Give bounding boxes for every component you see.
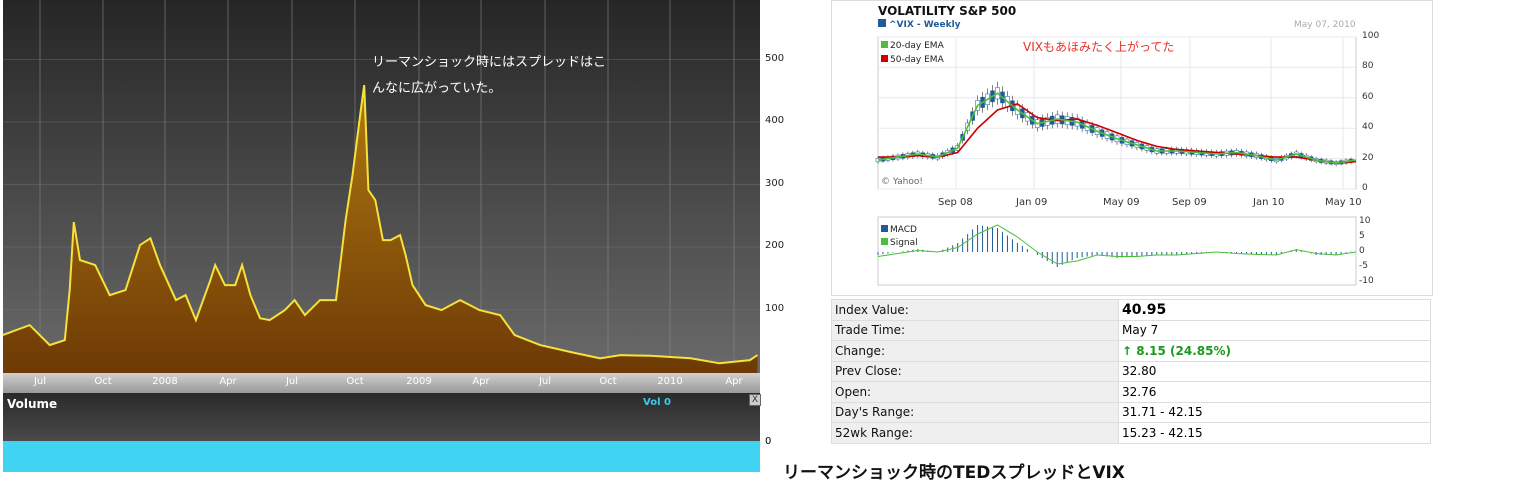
y-tick-label: 300	[765, 177, 785, 189]
x-tick-label: Jul	[33, 376, 47, 387]
macd-y-tick-label: 5	[1359, 231, 1365, 241]
ema-line-1	[878, 103, 1357, 165]
arrow-up-icon: ↑	[1122, 343, 1137, 358]
macd-y-tick-label: -5	[1359, 261, 1368, 271]
quote-row: Day's Range: 31.71 - 42.15	[831, 401, 1431, 423]
y-tick-label: 500	[765, 52, 785, 64]
x-tick-label: Oct	[346, 376, 364, 387]
quote-label: Trade Time:	[831, 319, 1119, 341]
quote-value: 32.76	[1118, 381, 1431, 403]
macd-y-tick-label: -10	[1359, 276, 1374, 286]
x-tick-label: Oct	[94, 376, 112, 387]
vix-subtitle: ^VIX - Weekly	[878, 19, 961, 30]
y-tick-label: 20	[1362, 152, 1374, 163]
caption: リーマンショック時のTEDスプレッドとVIX	[783, 463, 1125, 483]
volume-panel: Volume Vol 0 X	[3, 393, 761, 441]
y-tick-label: 60	[1362, 91, 1374, 102]
x-tick-label: May 09	[1103, 197, 1140, 208]
x-tick-label: 2010	[657, 376, 683, 387]
quote-row: Index Value: 40.95	[831, 299, 1431, 321]
volume-y-tick: 0	[765, 436, 772, 447]
x-tick-label: Jul	[538, 376, 552, 387]
quote-value: 15.23 - 42.15	[1118, 422, 1431, 444]
x-axis-bar	[3, 373, 760, 393]
y-tick-label: 400	[765, 115, 785, 126]
quote-label: Day's Range:	[831, 401, 1119, 423]
volume-value: Vol 0	[643, 397, 671, 408]
vix-date: May 07, 2010	[1294, 20, 1356, 30]
quote-value: ↑ 8.15 (24.85%)	[1118, 340, 1431, 362]
ted-line	[2, 84, 759, 365]
x-tick-label: Jul	[285, 376, 299, 387]
y-tick-label: 200	[765, 240, 785, 251]
quote-row: Change: ↑ 8.15 (24.85%)	[831, 340, 1431, 362]
quote-value: May 7	[1118, 319, 1431, 341]
x-tick-label: Sep 08	[938, 197, 973, 208]
quote-value-text: 32.76	[1122, 384, 1157, 399]
x-tick-label: Jan 10	[1253, 197, 1285, 208]
quote-value-text: 32.80	[1122, 364, 1157, 379]
quote-label: Index Value:	[831, 299, 1119, 321]
x-tick-label: Apr	[725, 376, 743, 387]
price-panel	[877, 36, 1357, 190]
y-tick-label: 100	[1362, 31, 1380, 41]
macd-y-tick-label: 10	[1359, 216, 1371, 226]
x-tick-label: Sep 09	[1172, 197, 1207, 208]
quote-row: Trade Time: May 7	[831, 319, 1431, 341]
vix-chart: VOLATILITY S&P 500 ^VIX - Weekly May 07,…	[831, 0, 1433, 296]
close-icon[interactable]: X	[749, 394, 761, 406]
quote-label: Change:	[831, 340, 1119, 362]
x-tick-label: Apr	[472, 376, 490, 387]
quote-value-text: 8.15 (24.85%)	[1136, 343, 1231, 358]
ted-annotation: リーマンショック時にはスプレッドはこんなに広がっていた。	[372, 55, 607, 96]
vix-subtitle-text: ^VIX - Weekly	[889, 20, 961, 30]
quote-row: Open: 32.76	[831, 381, 1431, 403]
x-tick-label: May 10	[1325, 197, 1362, 208]
quote-value: 31.71 - 42.15	[1118, 401, 1431, 423]
x-tick-label: Apr	[219, 376, 237, 387]
y-tick-label: 100	[765, 302, 785, 314]
quote-row: 52wk Range: 15.23 - 42.15	[831, 422, 1431, 444]
volume-bar	[3, 441, 760, 472]
legend-label: 20-day EMA	[890, 41, 944, 51]
vix-plot	[875, 36, 1357, 286]
legend-ema50: 50-day EMA	[881, 55, 944, 65]
volume-title: Volume	[7, 397, 58, 411]
y-tick-label: 40	[1362, 122, 1374, 133]
quote-label: 52wk Range:	[831, 422, 1119, 444]
macd-y-tick-label: 0	[1359, 246, 1365, 256]
legend-signal: Signal	[881, 238, 918, 248]
macd-panel	[877, 216, 1357, 286]
quote-value-text: 31.71 - 42.15	[1122, 405, 1203, 420]
vix-title: VOLATILITY S&P 500	[878, 4, 1017, 18]
legend-ema20: 20-day EMA	[881, 41, 944, 51]
x-tick-label: 2008	[152, 376, 178, 387]
quote-value: 40.95	[1118, 299, 1431, 321]
x-tick-label: Jan 09	[1016, 197, 1048, 208]
legend-label: 50-day EMA	[890, 55, 944, 65]
vix-annotation: VIXもあほみたく上がってた	[1023, 40, 1175, 54]
quote-value-text: May 7	[1122, 323, 1159, 338]
ted-plot	[2, 0, 760, 441]
y-tick-label: 80	[1362, 61, 1374, 72]
x-tick-label: Oct	[599, 376, 617, 387]
yahoo-credit: © Yahoo!	[881, 177, 923, 187]
signal-line	[877, 224, 1357, 265]
legend-macd: MACD	[881, 225, 917, 235]
quote-label: Prev Close:	[831, 360, 1119, 382]
legend-label: Signal	[890, 238, 918, 248]
quote-value-text: 40.95	[1122, 301, 1167, 318]
quote-value: 32.80	[1118, 360, 1431, 382]
quote-row: Prev Close: 32.80	[831, 360, 1431, 382]
ema-line-0	[877, 92, 1357, 165]
legend-label: MACD	[890, 225, 917, 235]
quote-table: Index Value: 40.95 Trade Time: May 7 Change:…	[831, 299, 1431, 444]
y-tick-label: 0	[1362, 183, 1368, 193]
quote-label: Open:	[831, 381, 1119, 403]
quote-value-text: 15.23 - 42.15	[1122, 425, 1203, 440]
x-tick-label: 2009	[406, 376, 432, 387]
ted-spread-chart: Jul Oct 2008 Apr Jul Oct 2009 Apr Jul Oct 2010 Apr …	[2, 0, 785, 472]
